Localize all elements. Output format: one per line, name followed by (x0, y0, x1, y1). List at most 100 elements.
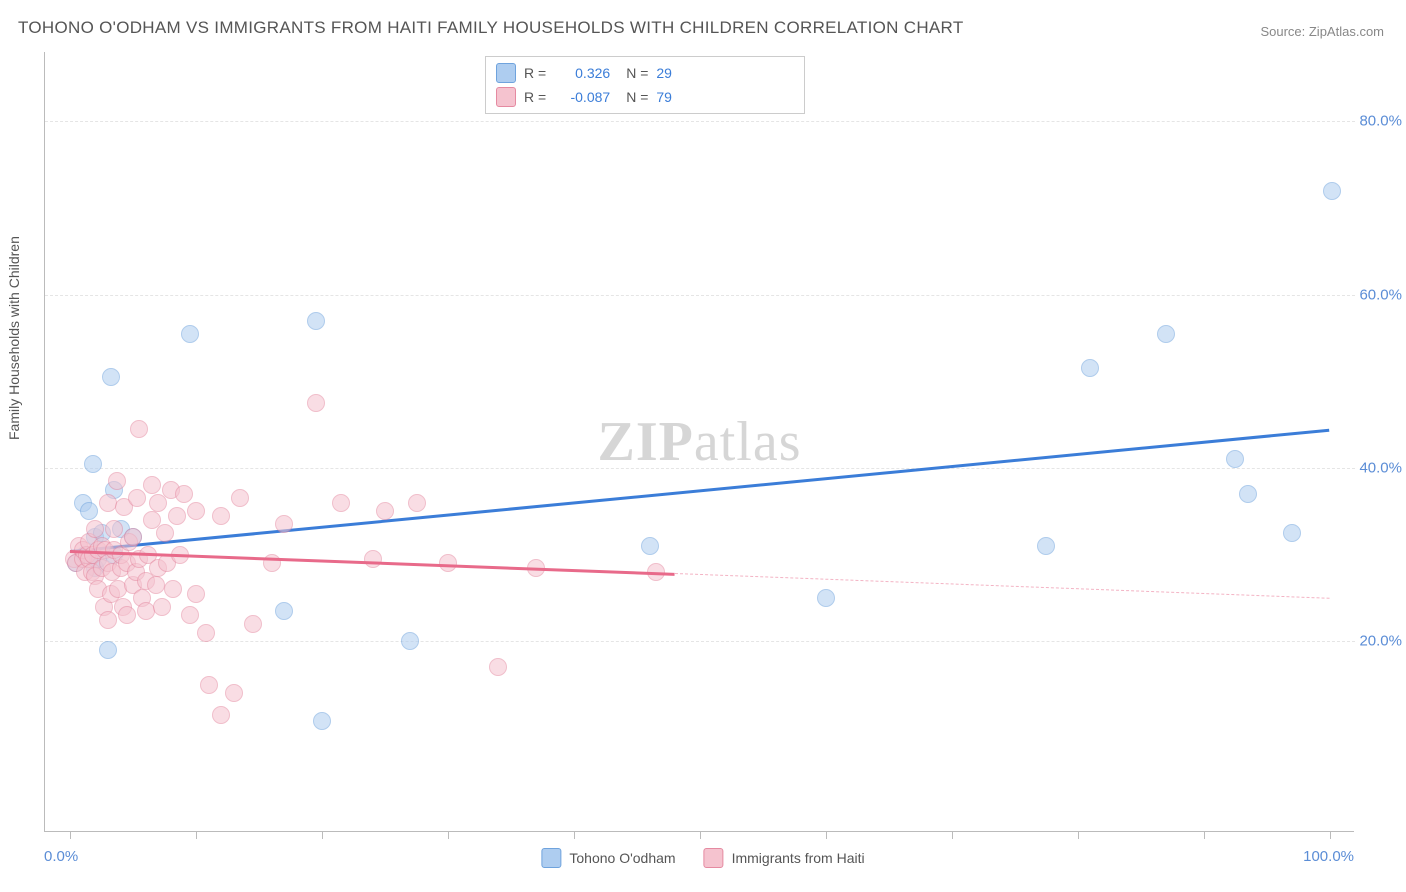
x-tick (322, 831, 323, 839)
data-point (124, 528, 142, 546)
x-tick (952, 831, 953, 839)
legend-item-haiti: Immigrants from Haiti (704, 848, 865, 868)
legend-row-haiti: R = -0.087 N = 79 (496, 85, 794, 109)
data-point (86, 520, 104, 538)
swatch-icon (496, 87, 516, 107)
correlation-legend: R = 0.326 N = 29 R = -0.087 N = 79 (485, 56, 805, 114)
data-point (130, 420, 148, 438)
r-value: -0.087 (554, 89, 610, 105)
data-point (143, 476, 161, 494)
data-point (197, 624, 215, 642)
n-label: N = (626, 89, 648, 105)
data-point (200, 676, 218, 694)
data-point (118, 606, 136, 624)
data-point (225, 684, 243, 702)
chart-title: TOHONO O'ODHAM VS IMMIGRANTS FROM HAITI … (18, 18, 964, 38)
y-axis-label: Family Households with Children (6, 236, 22, 440)
gridline (45, 468, 1355, 469)
data-point (99, 611, 117, 629)
data-point (817, 589, 835, 607)
data-point (1226, 450, 1244, 468)
data-point (408, 494, 426, 512)
swatch-icon (496, 63, 516, 83)
data-point (80, 502, 98, 520)
data-point (128, 489, 146, 507)
data-point (231, 489, 249, 507)
y-tick-label: 20.0% (1359, 633, 1402, 650)
gridline (45, 641, 1355, 642)
data-point (1323, 182, 1341, 200)
data-point (1037, 537, 1055, 555)
x-axis-max-label: 100.0% (1303, 848, 1354, 865)
data-point (137, 602, 155, 620)
r-label: R = (524, 65, 546, 81)
swatch-icon (704, 848, 724, 868)
x-tick (1078, 831, 1079, 839)
swatch-icon (541, 848, 561, 868)
data-point (147, 576, 165, 594)
legend-label: Tohono O'odham (569, 850, 675, 866)
data-point (153, 598, 171, 616)
data-point (641, 537, 659, 555)
x-axis-min-label: 0.0% (44, 848, 78, 865)
data-point (1081, 359, 1099, 377)
x-tick (826, 831, 827, 839)
x-tick (196, 831, 197, 839)
data-point (181, 606, 199, 624)
y-tick-label: 40.0% (1359, 460, 1402, 477)
data-point (244, 615, 262, 633)
data-point (99, 494, 117, 512)
x-tick (700, 831, 701, 839)
data-point (156, 524, 174, 542)
source-attribution: Source: ZipAtlas.com (1260, 24, 1384, 39)
legend-label: Immigrants from Haiti (732, 850, 865, 866)
data-point (1239, 485, 1257, 503)
series-legend: Tohono O'odham Immigrants from Haiti (541, 848, 864, 868)
data-point (108, 472, 126, 490)
data-point (489, 658, 507, 676)
y-tick-label: 60.0% (1359, 286, 1402, 303)
n-value: 79 (656, 89, 672, 105)
data-point (105, 520, 123, 538)
data-point (332, 494, 350, 512)
data-point (364, 550, 382, 568)
data-point (307, 394, 325, 412)
watermark: ZIPatlas (598, 410, 802, 474)
data-point (275, 515, 293, 533)
scatter-plot-area: ZIPatlas R = 0.326 N = 29 R = -0.087 N =… (44, 52, 1354, 832)
x-tick (1330, 831, 1331, 839)
data-point (275, 602, 293, 620)
r-value: 0.326 (554, 65, 610, 81)
n-label: N = (626, 65, 648, 81)
trend-line (70, 429, 1330, 553)
data-point (401, 632, 419, 650)
gridline (45, 295, 1355, 296)
data-point (187, 502, 205, 520)
data-point (1157, 325, 1175, 343)
data-point (307, 312, 325, 330)
legend-item-tohono: Tohono O'odham (541, 848, 675, 868)
trend-line (675, 573, 1330, 599)
y-tick-label: 80.0% (1359, 113, 1402, 130)
data-point (164, 580, 182, 598)
legend-row-tohono: R = 0.326 N = 29 (496, 61, 794, 85)
data-point (99, 641, 117, 659)
data-point (313, 712, 331, 730)
data-point (376, 502, 394, 520)
data-point (168, 507, 186, 525)
data-point (1283, 524, 1301, 542)
n-value: 29 (656, 65, 672, 81)
r-label: R = (524, 89, 546, 105)
x-tick (448, 831, 449, 839)
data-point (212, 507, 230, 525)
data-point (175, 485, 193, 503)
x-tick (70, 831, 71, 839)
data-point (84, 455, 102, 473)
gridline (45, 121, 1355, 122)
data-point (102, 368, 120, 386)
data-point (187, 585, 205, 603)
data-point (181, 325, 199, 343)
x-tick (574, 831, 575, 839)
data-point (212, 706, 230, 724)
x-tick (1204, 831, 1205, 839)
